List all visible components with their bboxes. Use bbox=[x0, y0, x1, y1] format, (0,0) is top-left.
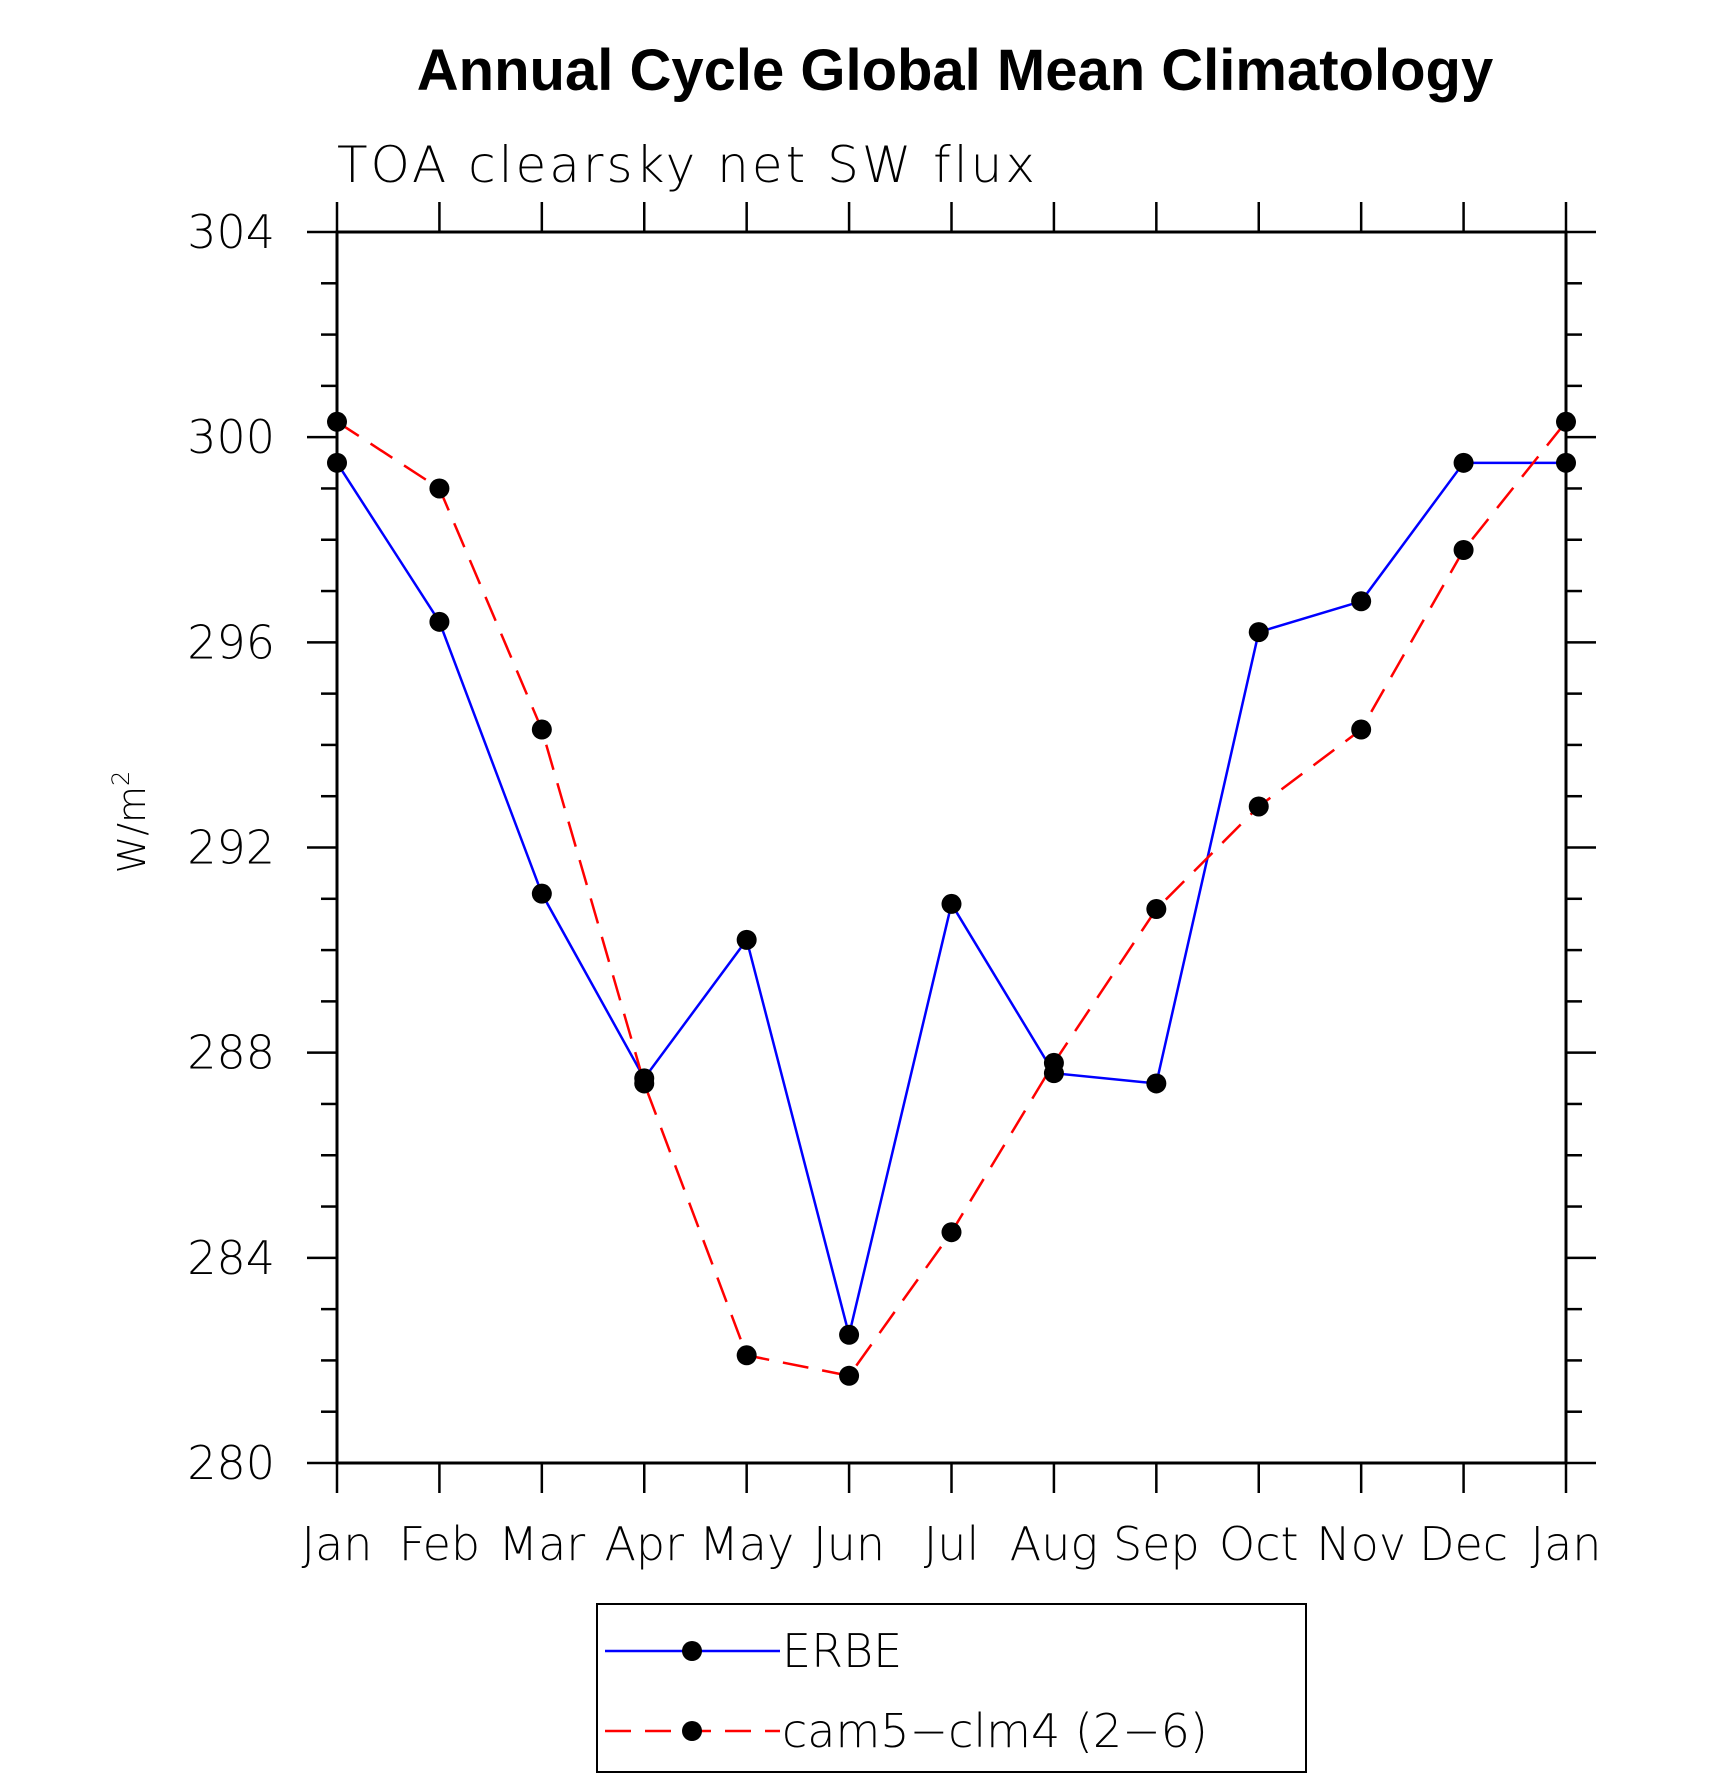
x-tick-label: Jan bbox=[302, 1517, 373, 1571]
y-axis-label-superscript: 2 bbox=[107, 771, 135, 786]
series-0-point bbox=[1453, 452, 1474, 473]
y-tick-label: 296 bbox=[187, 615, 275, 669]
series-0-point bbox=[839, 1324, 860, 1345]
legend-label-1: cam5−clm4 (2−6) bbox=[782, 1704, 1208, 1758]
chart-subtitle: TOA clearsky net SW flux bbox=[337, 136, 1038, 194]
series-0-point bbox=[1351, 591, 1372, 612]
series-0-point bbox=[429, 611, 450, 632]
y-tick-label: 304 bbox=[187, 205, 275, 259]
x-tick-label: Dec bbox=[1419, 1517, 1508, 1571]
legend-label-0: ERBE bbox=[782, 1624, 902, 1678]
x-tick-label: Aug bbox=[1010, 1517, 1098, 1571]
x-tick-label: Jan bbox=[1531, 1517, 1602, 1571]
series-layer bbox=[327, 411, 1576, 1386]
plot-frame bbox=[335, 230, 1568, 1465]
series-0-point bbox=[736, 929, 757, 950]
legend: ERBE cam5−clm4 (2−6) bbox=[596, 1603, 1307, 1773]
y-axis-label: W/m2 bbox=[107, 771, 154, 874]
y-tick-label: 300 bbox=[187, 410, 275, 464]
series-1-point bbox=[634, 1073, 655, 1094]
x-tick-label: Mar bbox=[498, 1517, 585, 1571]
x-tick-label: Sep bbox=[1113, 1517, 1200, 1571]
y-tick-label: 284 bbox=[187, 1231, 275, 1285]
series-1-point bbox=[941, 1222, 962, 1243]
x-axis: Jan Feb Mar Apr May Jun Jul Aug Sep Oct Nov Dec Jan bbox=[302, 202, 1602, 1571]
legend-marker-1 bbox=[682, 1721, 702, 1741]
y-tick-label: 280 bbox=[187, 1436, 275, 1490]
series-1-point bbox=[1146, 899, 1167, 920]
x-tick-label: May bbox=[699, 1517, 794, 1571]
series-1-point bbox=[531, 719, 552, 740]
plot-border bbox=[335, 230, 1568, 1465]
series-1-point bbox=[1248, 796, 1269, 817]
series-0-point bbox=[941, 893, 962, 914]
x-tick-label: Jun bbox=[813, 1517, 885, 1571]
series-0-point bbox=[1146, 1073, 1167, 1094]
series-1-point bbox=[1043, 1052, 1064, 1073]
series-0-point bbox=[1556, 452, 1576, 473]
series-1-point bbox=[736, 1345, 757, 1366]
x-tick-label: Nov bbox=[1316, 1517, 1406, 1571]
y-axis-label-text: W/m bbox=[110, 786, 154, 873]
series-1-point bbox=[839, 1365, 860, 1386]
x-tick-label: Apr bbox=[604, 1517, 684, 1571]
series-1-point bbox=[1556, 411, 1576, 432]
y-tick-label: 292 bbox=[187, 821, 275, 875]
series-1-point bbox=[1453, 540, 1474, 561]
y-tick-label: 288 bbox=[187, 1026, 275, 1080]
legend-marker-0 bbox=[682, 1641, 702, 1661]
series-0-point bbox=[327, 452, 347, 473]
x-tick-label: Feb bbox=[399, 1517, 480, 1571]
series-1-point bbox=[1351, 719, 1372, 740]
y-axis: 280 284 288 292 296 300 304 bbox=[187, 205, 1596, 1490]
legend-box bbox=[596, 1603, 1307, 1773]
series-1-point bbox=[429, 478, 450, 499]
chart-title: Annual Cycle Global Mean Climatology bbox=[417, 38, 1493, 103]
series-0-point bbox=[1248, 622, 1269, 643]
series-1-point bbox=[327, 411, 347, 432]
series-0-point bbox=[531, 883, 552, 904]
x-tick-label: Jul bbox=[924, 1517, 980, 1571]
x-tick-label: Oct bbox=[1219, 1517, 1299, 1571]
